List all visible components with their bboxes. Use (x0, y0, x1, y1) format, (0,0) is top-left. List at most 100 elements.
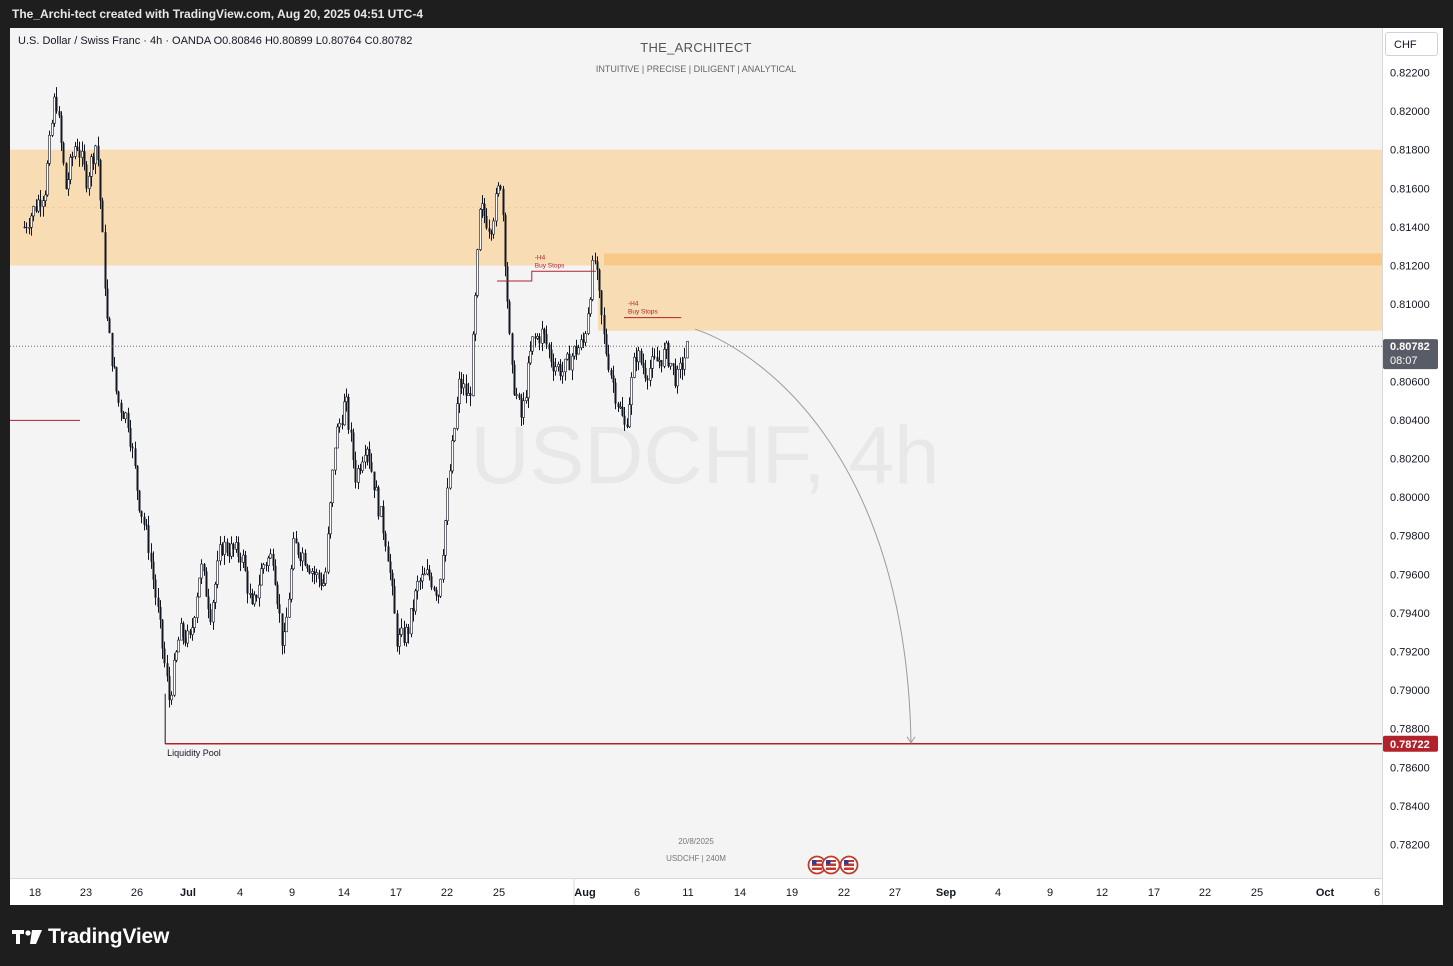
candle-body (244, 555, 247, 571)
candle-body (338, 422, 341, 428)
candle-body (435, 589, 438, 596)
time-tick-label: 6 (634, 887, 640, 899)
candle-body (573, 346, 576, 357)
buy-stops-label-2a: -H4 (628, 301, 639, 308)
candle-body (515, 394, 518, 396)
candle-body (495, 193, 498, 222)
time-tick-label: 26 (131, 887, 143, 899)
candle-body (649, 368, 652, 381)
candle-body (469, 393, 472, 396)
candle-body (465, 383, 468, 396)
time-tick-label: 25 (1251, 887, 1263, 899)
candle-body (30, 215, 33, 228)
us-flag-stripe-icon (844, 866, 854, 868)
candle-body (497, 185, 500, 194)
candle-body (534, 336, 537, 339)
candle-body (667, 343, 670, 367)
candle-body (554, 366, 557, 372)
candle-body (67, 179, 70, 190)
time-tick-label: 25 (493, 887, 505, 899)
candle-body (106, 288, 109, 319)
price-tick-label: 0.81800 (1390, 145, 1430, 157)
candle-body (686, 340, 689, 359)
candle-body (628, 404, 631, 428)
candle-body (55, 96, 58, 112)
candle-body (492, 220, 495, 235)
candle-body (290, 568, 293, 600)
candle-body (331, 469, 334, 504)
price-tick-label: 0.82000 (1390, 106, 1430, 118)
candle-body (416, 581, 419, 592)
candle-body (94, 145, 97, 164)
candle-body (635, 357, 638, 362)
candle-body (653, 356, 656, 358)
candle-body (117, 391, 120, 403)
candle-body (646, 378, 649, 381)
candle-body (92, 156, 95, 164)
candle-body (258, 584, 261, 599)
time-tick-label: 6 (1374, 887, 1380, 899)
candle-body (313, 571, 316, 575)
candle-body (626, 424, 629, 427)
candle-body (460, 379, 463, 388)
candle-body (251, 593, 254, 604)
candle-body (382, 506, 385, 534)
candle-body (456, 403, 459, 429)
candle-body (577, 347, 580, 355)
candle-body (99, 160, 102, 201)
candle-body (651, 356, 654, 369)
candle-body (502, 188, 505, 216)
candle-body (449, 470, 452, 489)
price-tick-label: 0.81600 (1390, 183, 1430, 195)
candle-body (274, 565, 277, 585)
candle-body (288, 598, 291, 618)
tradingview-logo-icon (12, 930, 42, 944)
candle-body (623, 415, 626, 425)
candle-body (591, 260, 594, 300)
candle-body (522, 400, 525, 418)
candle-body (568, 353, 571, 371)
candle-body (619, 406, 622, 409)
candle-body (352, 432, 355, 461)
price-tick-label: 0.80200 (1390, 454, 1430, 466)
candle-body (157, 597, 160, 607)
candle-body (48, 135, 51, 164)
candle-body (235, 542, 238, 550)
candle-body (571, 355, 574, 371)
candle-body (610, 369, 613, 376)
candle-body (410, 608, 413, 635)
candle-body (281, 613, 284, 646)
buy-stops-line-1 (497, 270, 596, 282)
price-tick-label: 0.82200 (1390, 68, 1430, 80)
candle-body (548, 344, 551, 350)
symbol-legend[interactable]: U.S. Dollar / Swiss Franc · 4h · OANDA O… (18, 35, 413, 47)
candle-body (488, 228, 491, 232)
us-flag-stripe-icon (812, 866, 822, 868)
candle-body (398, 634, 401, 647)
candle-body (499, 185, 502, 189)
candle-body (143, 516, 146, 525)
candle-body (433, 587, 436, 590)
currency-button[interactable]: CHF (1385, 32, 1438, 56)
candle-body (267, 557, 270, 567)
candle-body (527, 362, 530, 399)
candle-body (672, 363, 675, 366)
tradingview-footer[interactable]: TradingView (12, 922, 169, 952)
candle-body (223, 541, 226, 555)
candle-body (205, 571, 208, 597)
candle-body (414, 590, 417, 612)
candle-body (120, 402, 123, 413)
candles-group (23, 87, 689, 708)
candle-body (51, 122, 54, 136)
price-tick-label: 0.81200 (1390, 261, 1430, 273)
candle-body (474, 295, 477, 335)
candle-body (191, 627, 194, 635)
time-tick-label: 22 (1199, 887, 1211, 899)
candle-body (129, 428, 132, 447)
candle-body (587, 313, 590, 334)
candle-body (23, 226, 26, 228)
time-tick-label: Sep (936, 887, 956, 899)
candle-body (200, 563, 203, 579)
candle-body (180, 623, 183, 641)
